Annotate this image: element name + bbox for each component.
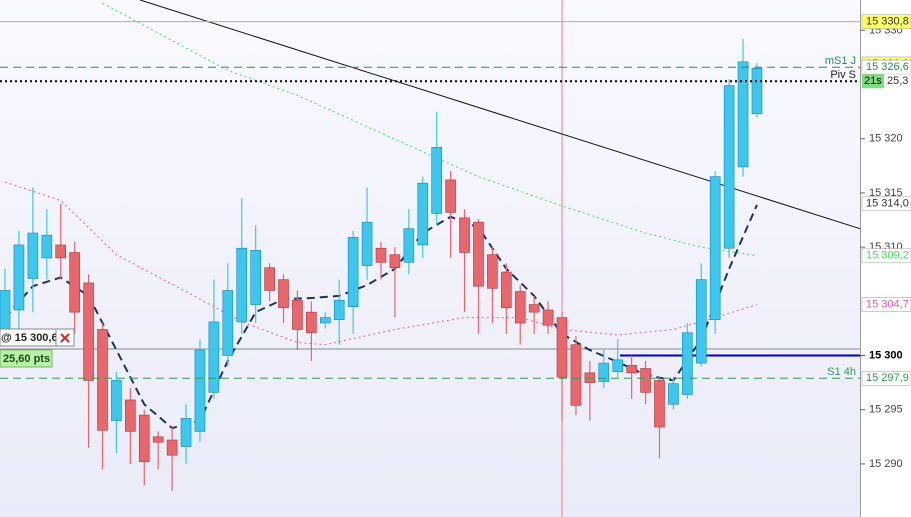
order-price: @ 15 300,6 <box>1 332 58 344</box>
candle-body <box>737 61 749 168</box>
candle-body <box>83 282 94 381</box>
candle-body <box>361 221 373 266</box>
candle-body <box>640 368 651 393</box>
candle-body <box>501 271 512 309</box>
candle-body <box>264 267 275 291</box>
candle-body <box>570 344 582 406</box>
candle-body <box>542 309 554 326</box>
candle-body <box>612 359 624 373</box>
price-tag-label: 15 304,7 <box>866 298 909 310</box>
candle-body <box>306 311 317 334</box>
candle-body <box>668 383 679 405</box>
order-pts-box <box>0 349 53 368</box>
candle-body <box>626 364 637 374</box>
y-tick-label: 15 290 <box>869 458 903 470</box>
price-tag <box>861 196 911 212</box>
candle-body <box>682 332 693 395</box>
price-tag-label: 15 314,0 <box>866 198 909 210</box>
order-close-icon <box>60 333 70 343</box>
price-tag-label: 25,3 <box>887 75 908 87</box>
candle-body <box>208 321 220 393</box>
candle-body <box>459 217 470 253</box>
order-box: @ 15 300,6 25,60 pts <box>0 328 75 368</box>
candle-body <box>417 182 429 246</box>
candle-body <box>347 237 359 308</box>
candle-body <box>250 250 261 305</box>
candle-body <box>584 372 596 383</box>
candle-body <box>473 221 484 287</box>
y-tick-label: 15 315 <box>869 187 903 199</box>
price-tag-label: 15 297,9 <box>866 372 909 384</box>
candle-body <box>166 439 178 456</box>
candle-body <box>709 176 721 321</box>
overlay-line <box>4 181 758 346</box>
candle-body <box>13 244 25 311</box>
candle-body <box>333 299 345 321</box>
candle-body <box>236 247 248 323</box>
level-name: Piv S <box>830 69 856 81</box>
candle-body <box>403 228 415 263</box>
candle-body <box>69 252 80 313</box>
candle-body <box>445 179 456 213</box>
candle-body <box>695 279 707 364</box>
price-tag-label: 15 330,8 <box>866 16 909 28</box>
plot-area <box>0 0 860 517</box>
candle-body <box>375 247 387 263</box>
price-tag <box>861 14 911 29</box>
candle-body <box>487 254 498 289</box>
candle-body <box>194 349 206 432</box>
candle-body <box>751 67 763 115</box>
timer-label: 21s <box>864 75 882 87</box>
candle-body <box>292 299 303 330</box>
price-tag <box>884 74 911 89</box>
candle-body <box>654 380 665 428</box>
level-name: S1 4h <box>827 366 856 378</box>
timer-tag <box>862 74 884 89</box>
y-tick-label: 15 295 <box>869 404 903 416</box>
candle-body <box>222 290 234 356</box>
candle-body <box>111 380 122 421</box>
candle-body <box>0 290 11 330</box>
candle-body <box>556 317 568 378</box>
candle-body <box>528 304 540 313</box>
candle-body <box>125 399 136 432</box>
y-tick-label: 15 320 <box>869 133 903 145</box>
candle-body <box>598 362 610 382</box>
price-tag <box>861 297 911 312</box>
order-pts: 25,60 pts <box>3 353 50 365</box>
price-tag-label: 15 326,6 <box>866 61 909 73</box>
candle-body <box>180 418 192 447</box>
overlay-line <box>139 0 861 230</box>
candle-body <box>152 436 164 443</box>
candle-body <box>431 147 442 214</box>
overlay-line <box>102 2 758 257</box>
candle-body <box>389 254 401 269</box>
candle-body <box>138 414 150 463</box>
candle-body <box>97 329 108 431</box>
price-tag <box>861 59 911 75</box>
candle-body <box>55 244 67 259</box>
price-tag <box>861 248 911 264</box>
candle-body <box>319 317 331 324</box>
price-tag <box>861 370 911 386</box>
candle-body <box>723 85 735 249</box>
level-name: mS1 J <box>825 55 856 67</box>
price-tag-label: 15 309,2 <box>866 250 909 262</box>
y-tick-label: 15 300 <box>869 349 903 361</box>
candle-body <box>41 234 53 259</box>
candle-body <box>27 232 39 279</box>
candle-body <box>514 291 526 324</box>
candle-body <box>278 279 289 309</box>
y-tick-label: 15 330 <box>869 24 903 36</box>
